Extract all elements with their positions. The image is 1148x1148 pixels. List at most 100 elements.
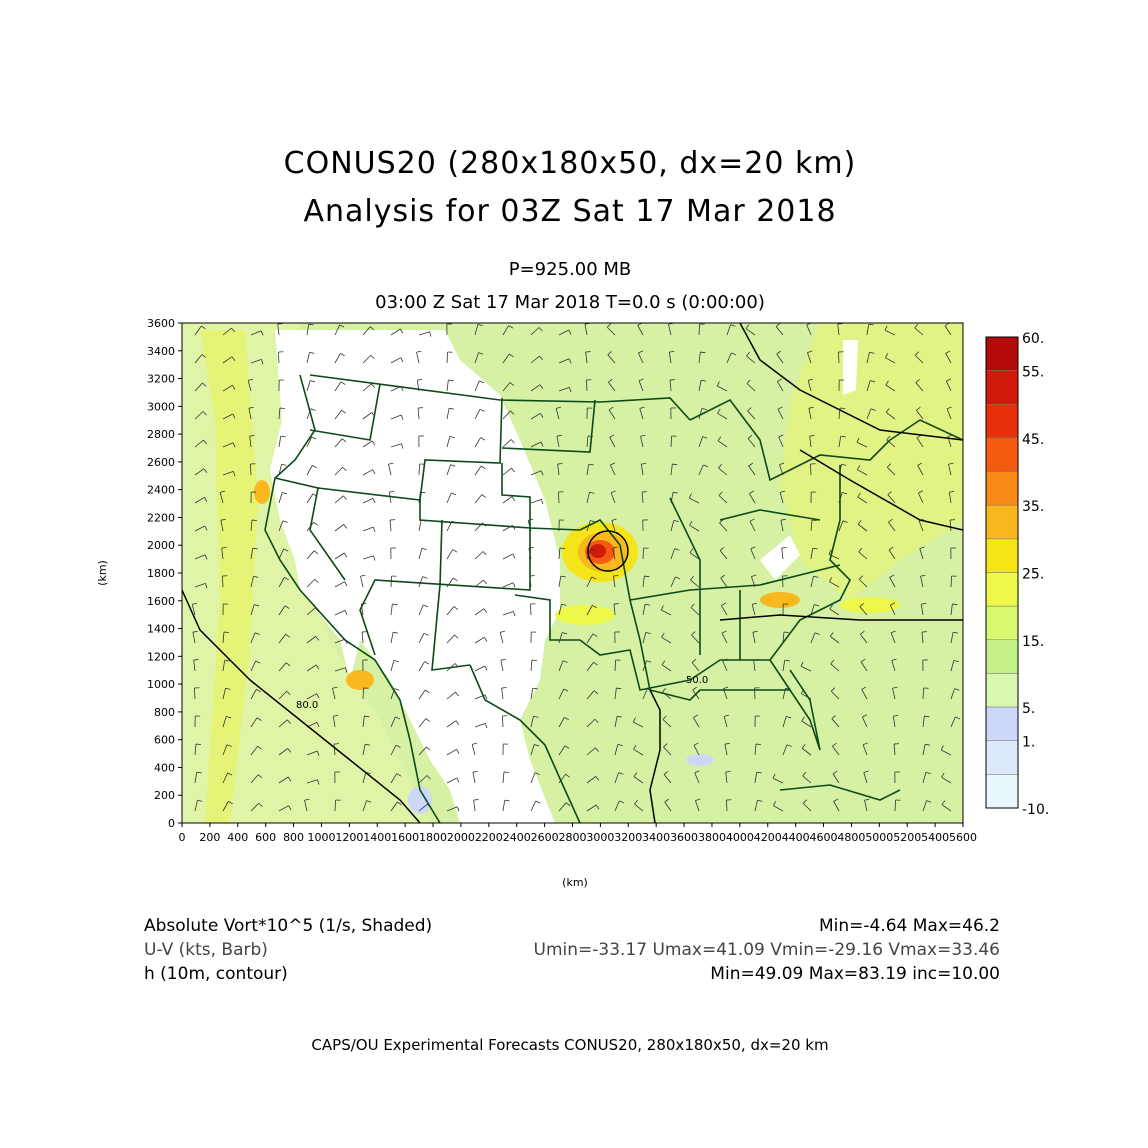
legend-height-range: Min=49.09 Max=83.19 inc=10.00: [710, 964, 1000, 984]
wind-barb: [752, 630, 758, 644]
wind-barb: [945, 350, 952, 364]
wind-barb: [502, 439, 515, 448]
wind-barb: [780, 518, 786, 532]
border-tx-mexico: [469, 664, 581, 823]
x-tick-label: 4800: [837, 831, 865, 844]
wind-barb: [950, 603, 958, 616]
x-tick-label: 200: [199, 831, 220, 844]
wind-barb: [388, 490, 395, 504]
wind-barb: [446, 492, 457, 504]
wind-barb: [334, 609, 348, 616]
wind-barb: [721, 630, 728, 644]
wind-barb: [633, 744, 644, 756]
wind-barb: [278, 435, 286, 448]
wind-barb: [278, 748, 292, 756]
wind-barb: [716, 381, 728, 392]
wind-barb: [502, 382, 515, 392]
wind-barb: [915, 379, 924, 392]
y-tick-label: 1400: [147, 623, 175, 636]
wind-barb: [698, 436, 708, 448]
wind-barb: [418, 604, 429, 616]
wind-barb: [940, 745, 952, 756]
wind-barb: [194, 525, 208, 532]
wind-barb: [941, 772, 952, 784]
masked-appalachia: [760, 535, 800, 580]
wind-barb: [777, 406, 784, 420]
wind-barb: [633, 772, 644, 784]
wind-barb: [837, 323, 843, 336]
wind-barb: [446, 379, 454, 392]
x-tick-label: 4600: [810, 831, 838, 844]
wind-barb: [193, 659, 199, 672]
colorbar-frame: [985, 336, 1019, 809]
wind-barb: [661, 660, 672, 672]
wind-barb: [698, 464, 709, 476]
x-tick-label: 600: [255, 831, 276, 844]
west-coast: [264, 374, 441, 823]
wind-barb: [418, 746, 431, 756]
wind-barb: [418, 547, 427, 560]
wind-barb: [502, 496, 516, 504]
wind-barb: [474, 551, 487, 560]
wind-barb: [914, 351, 924, 364]
wind-barb: [637, 350, 644, 364]
colorbar-label: -10.: [1022, 802, 1049, 818]
wind-barb: [614, 800, 625, 812]
border-nd-mn: [501, 399, 596, 453]
wind-barb: [558, 491, 564, 504]
wind-barb: [921, 631, 928, 644]
wind-barb: [194, 354, 207, 364]
border-ok-tx: [514, 594, 691, 691]
wind-barb: [838, 520, 848, 532]
wind-barb: [949, 519, 956, 532]
wind-barb: [914, 323, 924, 336]
vort-max: [590, 544, 606, 558]
wind-barb: [922, 715, 930, 728]
wind-barb: [389, 519, 396, 532]
wind-barb: [390, 631, 399, 644]
wind-barb: [694, 770, 700, 784]
wind-barb: [390, 443, 404, 449]
colorbar-swatch: [985, 370, 1019, 405]
colorbar-swatch: [985, 639, 1019, 674]
wind-barb: [222, 575, 228, 588]
wind-barb: [418, 435, 424, 448]
y-tick-label: 3200: [147, 373, 175, 386]
wind-barb: [446, 435, 455, 448]
x-tick-label: 3000: [586, 831, 614, 844]
wind-barb: [831, 715, 840, 728]
contour-east: [799, 449, 963, 531]
wind-barb: [194, 715, 201, 728]
wind-barb: [250, 519, 257, 532]
wind-barb: [362, 469, 376, 476]
wind-barb: [950, 716, 961, 728]
y-tick-label: 600: [154, 734, 175, 747]
wind-barb: [362, 555, 376, 561]
wind-barb: [501, 687, 507, 700]
colorbar-swatch: [985, 605, 1019, 641]
wind-barb: [586, 690, 599, 700]
wind-barb: [861, 686, 868, 700]
wind-barb: [332, 714, 339, 728]
legend-height-label: h (10m, contour): [144, 964, 288, 984]
wind-barb: [860, 658, 868, 672]
wind-barb: [418, 718, 431, 728]
wind-barb: [612, 546, 618, 560]
wind-barb: [670, 407, 676, 420]
wind-barb: [614, 743, 623, 756]
colorbar-label: 5.: [1022, 701, 1035, 717]
contour-label-80: 80.0: [296, 700, 318, 711]
wind-barb: [530, 715, 539, 728]
wind-barb: [334, 409, 346, 420]
wind-barb: [857, 492, 868, 504]
x-tick-label: 400: [227, 831, 248, 844]
wind-barb: [219, 490, 226, 504]
wind-barb: [750, 546, 756, 560]
wind-barb: [278, 719, 291, 728]
wind-barb: [612, 574, 619, 588]
wind-barb: [885, 408, 896, 420]
wind-barb: [810, 519, 817, 532]
border-mississippi: [579, 518, 651, 691]
colorbar-swatch: [985, 538, 1019, 573]
